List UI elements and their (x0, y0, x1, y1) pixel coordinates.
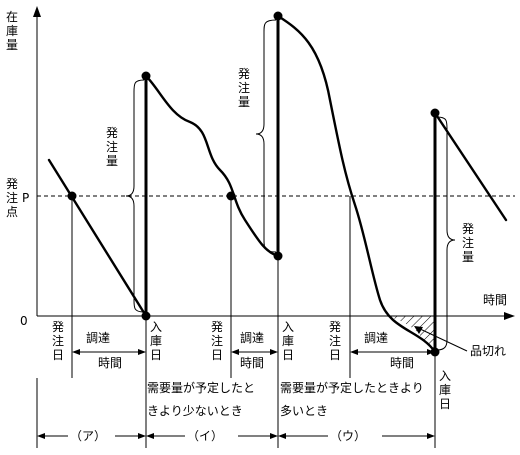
svg-text:発: 発 (238, 67, 250, 81)
y-axis-label: 在 庫 量 (6, 10, 18, 52)
period-label-a: （ア） (70, 429, 106, 443)
caption-less-line2: きより少ないとき (147, 404, 243, 418)
svg-text:入: 入 (150, 320, 162, 334)
svg-text:注: 注 (106, 139, 118, 154)
lead-time-arrow-3 (350, 349, 435, 355)
svg-text:時間: 時間 (98, 356, 122, 370)
y-axis-arrow (33, 6, 41, 17)
svg-text:時間: 時間 (240, 356, 264, 370)
svg-text:日: 日 (52, 348, 64, 362)
order-qty-brace-3 (436, 116, 456, 351)
reorder-point-symbol: P (22, 191, 29, 205)
receive-point-1-top (141, 71, 151, 81)
receive-day-label-1: 入 庫 日 (150, 320, 162, 362)
reorder-point-label: 発 注 点 (6, 177, 18, 219)
stockout-pointer-arrow (414, 326, 423, 334)
svg-text:日: 日 (150, 348, 162, 362)
period-span-u (278, 433, 435, 439)
svg-text:注: 注 (6, 190, 18, 205)
period-label-u: （ウ） (330, 429, 366, 443)
order-day-label-3: 発 注 日 (329, 320, 341, 362)
order-qty-label-3: 発 注 量 (462, 222, 474, 264)
receive-day-label-3: 入 庫 日 (439, 369, 451, 411)
stockout-pointer (417, 327, 468, 352)
svg-text:量: 量 (106, 154, 118, 168)
order-qty-label-1: 発 注 量 (106, 126, 118, 168)
svg-text:庫: 庫 (6, 24, 18, 38)
receive-day-label-2: 入 庫 日 (282, 320, 294, 362)
svg-text:日: 日 (329, 348, 341, 362)
svg-text:点: 点 (6, 205, 18, 219)
lead-time-arrow-2 (231, 349, 278, 355)
svg-text:発: 発 (329, 320, 341, 334)
svg-text:注: 注 (329, 333, 341, 348)
inventory-line-a (47, 158, 148, 318)
svg-text:発: 発 (462, 222, 474, 236)
lead-time-arrow-1 (72, 349, 146, 355)
key-points (67, 11, 440, 357)
inventory-curve-i (144, 74, 280, 258)
axes (33, 6, 515, 320)
order-qty-label-2: 発 注 量 (238, 67, 250, 109)
order-qty-brace-2 (255, 19, 277, 253)
receive-point-2-top (273, 11, 283, 21)
svg-text:日: 日 (439, 397, 451, 411)
x-axis-arrow (504, 312, 515, 320)
receive-point-1-bottom (141, 311, 151, 321)
stockout-label: 品切れ (470, 344, 506, 358)
inventory-line-final (433, 111, 508, 222)
svg-text:調達: 調達 (364, 331, 388, 345)
svg-text:日: 日 (282, 348, 294, 362)
svg-text:在: 在 (6, 10, 18, 24)
svg-text:日: 日 (211, 348, 223, 362)
order-point-1 (67, 191, 77, 201)
svg-text:調達: 調達 (240, 331, 264, 345)
svg-text:量: 量 (238, 95, 250, 109)
svg-text:発: 発 (6, 177, 18, 191)
svg-text:発: 発 (106, 126, 118, 140)
receive-point-3-top (430, 108, 440, 118)
svg-text:注: 注 (211, 333, 223, 348)
lead-time-label-3: 調達 時間 (364, 331, 414, 370)
order-point-2 (226, 191, 236, 201)
svg-text:調達: 調達 (86, 331, 110, 345)
svg-text:量: 量 (462, 250, 474, 264)
inventory-curve-u (276, 14, 437, 354)
order-qty-brace-1 (125, 79, 145, 313)
lead-time-label-1: 調達 時間 (86, 331, 122, 370)
svg-text:注: 注 (52, 333, 64, 348)
period-label-i: （イ） (187, 429, 223, 443)
svg-text:発: 発 (211, 320, 223, 334)
order-day-label-1: 発 注 日 (52, 320, 64, 362)
caption-more-line2: 多いとき (280, 404, 328, 418)
lead-time-label-2: 調達 時間 (240, 331, 264, 370)
svg-text:入: 入 (439, 369, 451, 383)
svg-text:入: 入 (282, 320, 294, 334)
period-span-i (146, 433, 278, 439)
svg-text:量: 量 (6, 38, 18, 52)
stockout-region (385, 316, 435, 352)
receive-point-2-bottom (273, 251, 283, 261)
svg-text:注: 注 (462, 235, 474, 250)
origin-label: 0 (20, 314, 28, 328)
svg-text:庫: 庫 (282, 334, 294, 348)
x-axis-label: 時間 (483, 293, 507, 307)
svg-text:注: 注 (238, 80, 250, 95)
svg-text:発: 発 (52, 320, 64, 334)
svg-text:庫: 庫 (150, 334, 162, 348)
caption-more-line1: 需要量が予定したときより (280, 380, 424, 395)
svg-text:庫: 庫 (439, 383, 451, 397)
caption-less-line1: 需要量が予定したと (147, 380, 255, 395)
period-span-a (37, 433, 146, 439)
order-day-label-2: 発 注 日 (211, 320, 223, 362)
svg-text:時間: 時間 (390, 356, 414, 370)
